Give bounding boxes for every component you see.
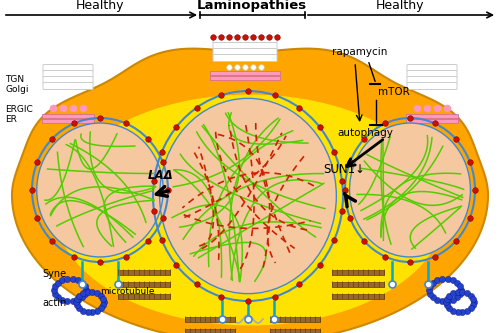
Bar xyxy=(406,119,458,123)
FancyBboxPatch shape xyxy=(43,71,93,78)
Bar xyxy=(42,114,94,118)
Bar xyxy=(185,316,235,321)
Text: mTOR: mTOR xyxy=(378,87,410,97)
FancyBboxPatch shape xyxy=(213,37,277,44)
Bar xyxy=(270,328,320,333)
Text: autophagy: autophagy xyxy=(337,128,393,138)
Ellipse shape xyxy=(160,98,336,294)
FancyBboxPatch shape xyxy=(407,71,457,78)
FancyBboxPatch shape xyxy=(407,65,457,72)
FancyBboxPatch shape xyxy=(213,43,277,50)
Text: rapamycin: rapamycin xyxy=(332,47,388,57)
Text: actin: actin xyxy=(42,298,66,308)
Bar xyxy=(118,281,170,286)
Bar xyxy=(332,293,384,298)
Text: ERGIC: ERGIC xyxy=(5,106,33,115)
Bar xyxy=(332,269,384,274)
Polygon shape xyxy=(12,49,488,333)
FancyBboxPatch shape xyxy=(43,65,93,72)
Bar xyxy=(118,293,170,298)
Text: Golgi: Golgi xyxy=(5,86,28,95)
Text: LAΔ: LAΔ xyxy=(148,169,174,182)
Text: microtubule: microtubule xyxy=(100,287,154,296)
Bar xyxy=(118,269,170,274)
Text: Laminopathies: Laminopathies xyxy=(197,0,307,12)
FancyBboxPatch shape xyxy=(407,77,457,84)
Bar xyxy=(42,119,94,123)
Text: Healthy: Healthy xyxy=(76,0,124,12)
Bar xyxy=(210,76,280,80)
Bar xyxy=(185,328,235,333)
Text: SUN1↓: SUN1↓ xyxy=(323,163,365,176)
Ellipse shape xyxy=(350,123,470,257)
Bar xyxy=(332,281,384,286)
Ellipse shape xyxy=(37,123,163,257)
FancyBboxPatch shape xyxy=(213,49,277,56)
Polygon shape xyxy=(55,95,445,325)
FancyBboxPatch shape xyxy=(407,83,457,90)
Text: ER: ER xyxy=(5,116,17,125)
Bar xyxy=(210,71,280,75)
Text: Syne: Syne xyxy=(42,269,66,279)
Bar xyxy=(406,114,458,118)
FancyBboxPatch shape xyxy=(43,77,93,84)
Text: Healthy: Healthy xyxy=(376,0,424,12)
FancyBboxPatch shape xyxy=(43,83,93,90)
Text: TGN: TGN xyxy=(5,76,24,85)
Bar xyxy=(270,316,320,321)
FancyBboxPatch shape xyxy=(213,55,277,62)
